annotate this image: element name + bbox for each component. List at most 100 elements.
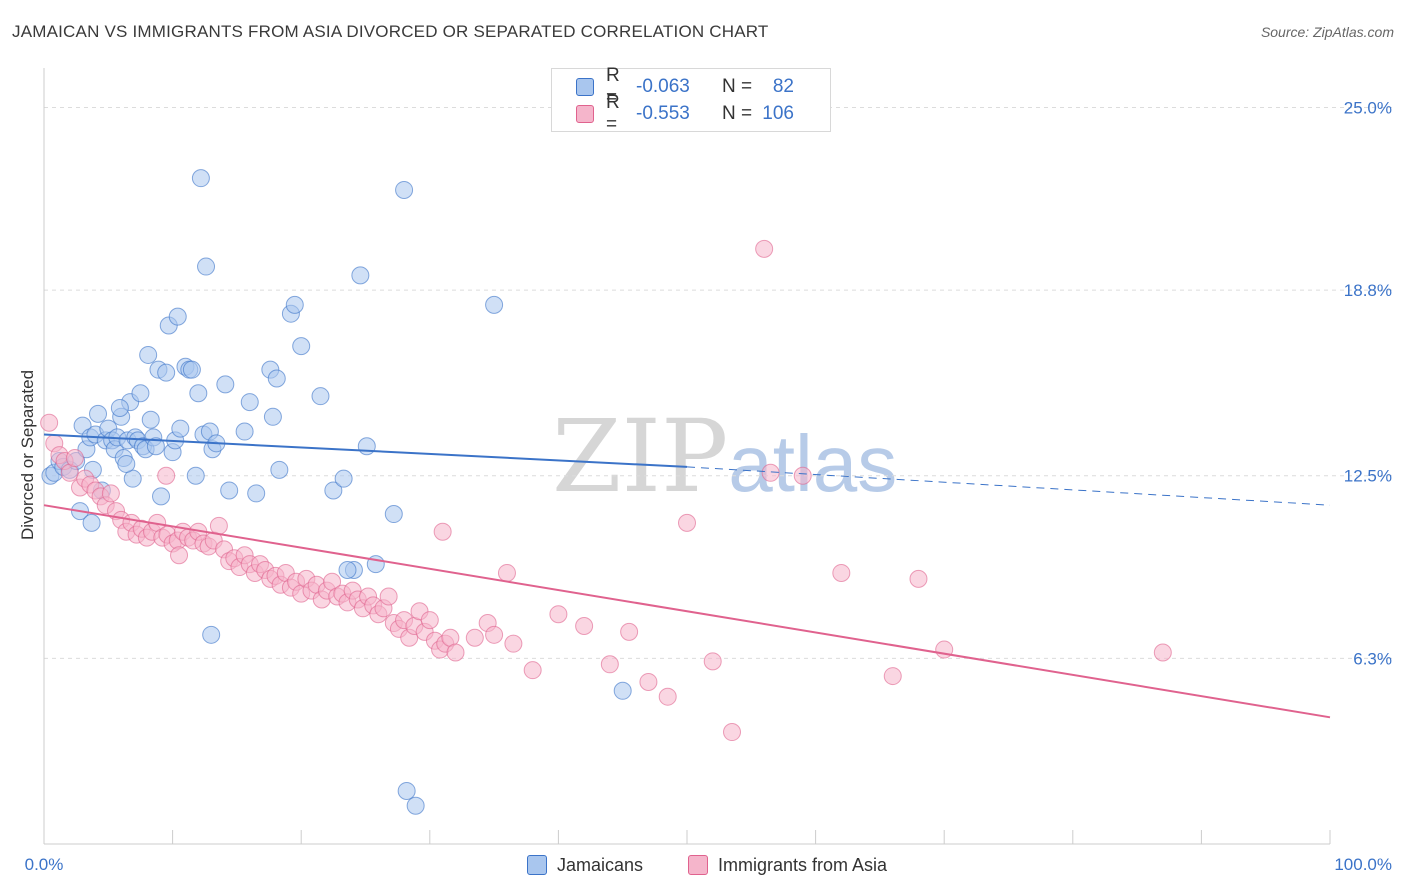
y-tick-label: 18.8% xyxy=(1344,281,1392,300)
blue-swatch-icon xyxy=(527,855,547,875)
asia-point xyxy=(433,522,452,541)
bottom-legend-asia: Immigrants from Asia xyxy=(688,853,887,877)
asia-point xyxy=(420,611,439,630)
x-tick-label: 100.0% xyxy=(1334,855,1392,874)
asia-point xyxy=(909,569,928,588)
asia-point xyxy=(639,672,658,691)
asia-point xyxy=(101,484,120,503)
jamaican-point xyxy=(285,295,304,314)
source-credit: Source: ZipAtlas.com xyxy=(1260,24,1394,40)
jamaican-point xyxy=(131,384,150,403)
asia-point xyxy=(723,723,742,742)
asia-point xyxy=(575,616,594,635)
asia-point xyxy=(620,622,639,641)
r-label: R = xyxy=(606,65,620,108)
jamaican-point xyxy=(263,407,282,426)
jamaican-point xyxy=(397,781,416,800)
jamaican-point xyxy=(334,469,353,488)
y-tick-label: 6.3% xyxy=(1353,649,1392,668)
jamaican-point xyxy=(197,257,216,276)
asia-point xyxy=(755,239,774,258)
watermark: ZIPatlas xyxy=(552,398,897,515)
jamaican-point xyxy=(613,681,632,700)
asia-point xyxy=(832,563,851,582)
legend-row-jamaicans: R = -0.063 N = 82 xyxy=(576,65,794,108)
jamaican-point xyxy=(168,307,187,326)
asia-point xyxy=(678,513,696,532)
asia-point xyxy=(523,661,542,680)
jamaican-point xyxy=(117,454,136,473)
jamaican-point xyxy=(311,387,330,406)
jamaican-point xyxy=(235,422,254,441)
pink-swatch-icon xyxy=(688,855,708,875)
jamaican-point xyxy=(189,384,208,403)
correlation-legend: R = -0.063 N = 82 R = -0.553 N = 106 xyxy=(551,65,831,135)
asia-point xyxy=(793,466,812,485)
asia-point xyxy=(446,643,465,662)
jamaican-point xyxy=(485,295,504,314)
n-value: 82 xyxy=(772,76,794,97)
jamaican-point xyxy=(357,437,376,456)
asia-trendline xyxy=(43,504,1331,719)
jamaican-point xyxy=(267,369,286,388)
asia-point xyxy=(1153,643,1172,662)
y-tick-label: 12.5% xyxy=(1344,467,1392,486)
jamaican-point xyxy=(139,345,158,364)
jamaican-point xyxy=(186,466,205,485)
asia-point xyxy=(65,449,84,468)
asia-point xyxy=(209,516,228,535)
jamaican-point xyxy=(384,505,403,524)
x-tick-label: 0.0% xyxy=(25,855,64,874)
n-label: N = xyxy=(722,103,753,124)
jamaican-point xyxy=(146,437,165,456)
r-label: R = xyxy=(606,92,620,135)
jamaican-point xyxy=(292,337,311,356)
jamaican-point xyxy=(247,484,266,503)
asia-point xyxy=(703,652,722,671)
asia-point xyxy=(600,655,619,674)
jamaican-point xyxy=(152,487,171,506)
r-value: -0.063 xyxy=(636,76,690,97)
asia-point xyxy=(40,413,59,432)
legend-label-asia: Immigrants from Asia xyxy=(718,854,888,875)
legend-label-jamaicans: Jamaicans xyxy=(557,854,644,875)
chart-title: JAMAICAN VS IMMIGRANTS FROM ASIA DIVORCE… xyxy=(12,22,769,41)
legend-row-asia: R = -0.553 N = 106 xyxy=(576,92,794,135)
r-value: -0.553 xyxy=(636,103,690,124)
jamaican-point xyxy=(202,625,221,644)
watermark-atlas: atlas xyxy=(728,419,898,508)
jamaican-point xyxy=(182,360,201,379)
asia-point xyxy=(465,628,484,647)
jamaican-point xyxy=(270,460,289,479)
n-value: 106 xyxy=(762,103,794,124)
pink-swatch-icon xyxy=(576,105,594,123)
jamaican-point xyxy=(216,375,235,394)
jamaican-point xyxy=(141,410,160,429)
jamaican-trendline xyxy=(43,433,688,468)
jamaican-point xyxy=(395,180,414,199)
jamaican-point xyxy=(89,404,108,423)
jamaican-trendline-extension xyxy=(686,466,1331,506)
asia-point xyxy=(170,546,189,565)
jamaican-point xyxy=(406,796,425,815)
jamaican-point xyxy=(157,363,176,382)
bottom-legend-jamaicans: Jamaicans xyxy=(527,853,643,877)
asia-point xyxy=(549,605,568,624)
jamaican-point xyxy=(82,513,101,532)
y-tick-label: 25.0% xyxy=(1344,98,1392,117)
asia-point xyxy=(504,634,523,653)
n-label: N = xyxy=(722,76,753,97)
asia-point xyxy=(497,563,516,582)
jamaican-point xyxy=(171,419,190,438)
jamaican-point xyxy=(324,481,343,500)
asia-point xyxy=(883,667,902,686)
jamaican-point xyxy=(220,481,239,500)
asia-point xyxy=(658,687,677,706)
asia-point xyxy=(761,463,780,482)
jamaican-point xyxy=(338,561,357,580)
jamaican-point xyxy=(191,169,210,188)
jamaican-point xyxy=(110,398,129,417)
watermark-zip: ZIP xyxy=(552,398,729,515)
asia-point xyxy=(379,587,398,606)
